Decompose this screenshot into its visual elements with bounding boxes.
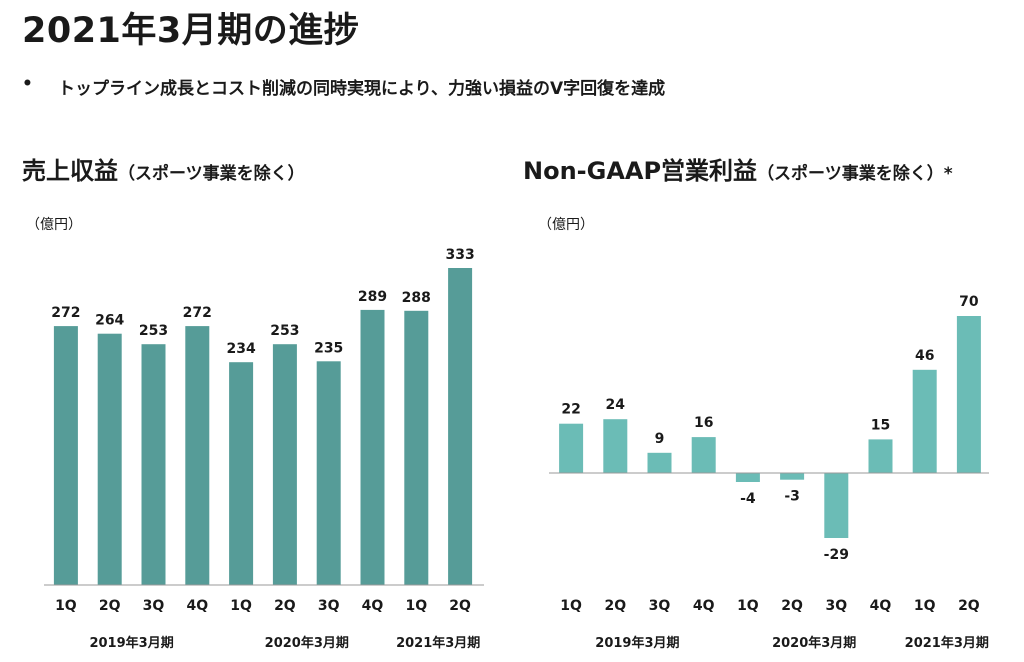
revenue-unit: （億円） <box>26 217 82 233</box>
profit-tick-label: 1Q <box>737 598 759 614</box>
profit-tick-label: 3Q <box>649 598 671 614</box>
profit-bar <box>603 419 628 473</box>
revenue-tick-label: 3Q <box>318 598 340 614</box>
revenue-bar <box>448 268 473 585</box>
profit-data-label: 15 <box>871 417 890 433</box>
profit-bar <box>647 452 672 473</box>
revenue-tick-label: 2Q <box>274 598 296 614</box>
revenue-data-label: 235 <box>314 340 343 356</box>
profit-subtitle: （スポーツ事業を除く） <box>757 164 944 184</box>
revenue-tick-label: 4Q <box>362 598 384 614</box>
profit-data-label: 46 <box>915 348 934 364</box>
revenue-bar <box>185 326 210 585</box>
profit-group-label: 2020年3月期 <box>772 635 856 651</box>
profit-data-label: 16 <box>694 415 713 431</box>
profit-group-label: 2019年3月期 <box>595 635 679 651</box>
profit-chart-title: Non-GAAP営業利益（スポーツ事業を除く）* <box>523 151 953 186</box>
revenue-data-label: 272 <box>183 305 212 321</box>
page-title: 2021年3月期の進捗 <box>22 11 360 51</box>
revenue-bar <box>141 344 166 585</box>
profit-bar <box>868 439 893 473</box>
revenue-data-label: 253 <box>139 323 168 339</box>
revenue-group-label: 2020年3月期 <box>265 635 349 651</box>
revenue-data-label: 333 <box>445 247 474 263</box>
revenue-group-label: 2019年3月期 <box>89 635 173 651</box>
profit-group-label: 2021年3月期 <box>905 635 989 651</box>
profit-tick-label: 1Q <box>914 598 936 614</box>
profit-tick-label: 1Q <box>560 598 582 614</box>
revenue-tick-label: 3Q <box>143 598 165 614</box>
profit-data-label: 22 <box>561 402 580 418</box>
revenue-subtitle: （スポーツ事業を除く） <box>118 164 305 184</box>
revenue-chart-title: 売上収益（スポーツ事業を除く） <box>22 151 305 186</box>
revenue-bar <box>404 310 429 585</box>
profit-bar <box>824 473 849 538</box>
profit-tick-label: 3Q <box>825 598 847 614</box>
profit-tick-label: 4Q <box>693 598 715 614</box>
revenue-bar <box>272 344 297 585</box>
profit-data-label: -3 <box>784 489 800 505</box>
profit-bar <box>912 369 937 473</box>
revenue-bar <box>316 361 341 585</box>
profit-data-label: -29 <box>824 547 849 563</box>
summary-text: トップライン成長とコスト削減の同時実現により、力強い損益のV字回復を達成 <box>58 79 666 99</box>
revenue-bar <box>97 333 122 585</box>
profit-data-label: -4 <box>740 491 756 507</box>
bullet-marker: • <box>22 74 33 94</box>
revenue-data-label: 253 <box>270 323 299 339</box>
revenue-data-label: 264 <box>95 313 124 329</box>
revenue-bar <box>360 309 385 585</box>
profit-tick-label: 2Q <box>604 598 626 614</box>
revenue-tick-label: 1Q <box>55 598 77 614</box>
summary-bullet: • トップライン成長とコスト削減の同時実現により、力強い損益のV字回復を達成 <box>22 74 665 99</box>
revenue-data-label: 289 <box>358 289 387 305</box>
revenue-tick-label: 1Q <box>230 598 252 614</box>
revenue-bar <box>53 326 78 585</box>
revenue-group-label: 2021年3月期 <box>396 635 480 651</box>
profit-bar <box>780 473 805 480</box>
profit-tick-label: 2Q <box>781 598 803 614</box>
revenue-data-label: 272 <box>51 305 80 321</box>
profit-bar <box>691 437 716 473</box>
profit-footnote-mark: * <box>943 164 953 184</box>
profit-data-label: 24 <box>606 397 626 413</box>
revenue-title: 売上収益 <box>22 157 118 185</box>
revenue-bar <box>229 362 254 585</box>
revenue-tick-label: 4Q <box>186 598 208 614</box>
revenue-data-label: 234 <box>226 341 255 357</box>
profit-bar <box>735 473 760 482</box>
profit-title: Non-GAAP営業利益 <box>523 157 758 185</box>
revenue-data-label: 288 <box>402 290 431 306</box>
revenue-tick-label: 2Q <box>449 598 471 614</box>
profit-bar <box>559 423 584 473</box>
profit-unit: （億円） <box>538 217 594 233</box>
revenue-tick-label: 2Q <box>99 598 121 614</box>
profit-data-label: 9 <box>655 431 665 447</box>
profit-tick-label: 2Q <box>958 598 980 614</box>
profit-bar <box>956 316 981 473</box>
profit-tick-label: 4Q <box>870 598 892 614</box>
revenue-tick-label: 1Q <box>405 598 427 614</box>
profit-data-label: 70 <box>959 294 979 310</box>
